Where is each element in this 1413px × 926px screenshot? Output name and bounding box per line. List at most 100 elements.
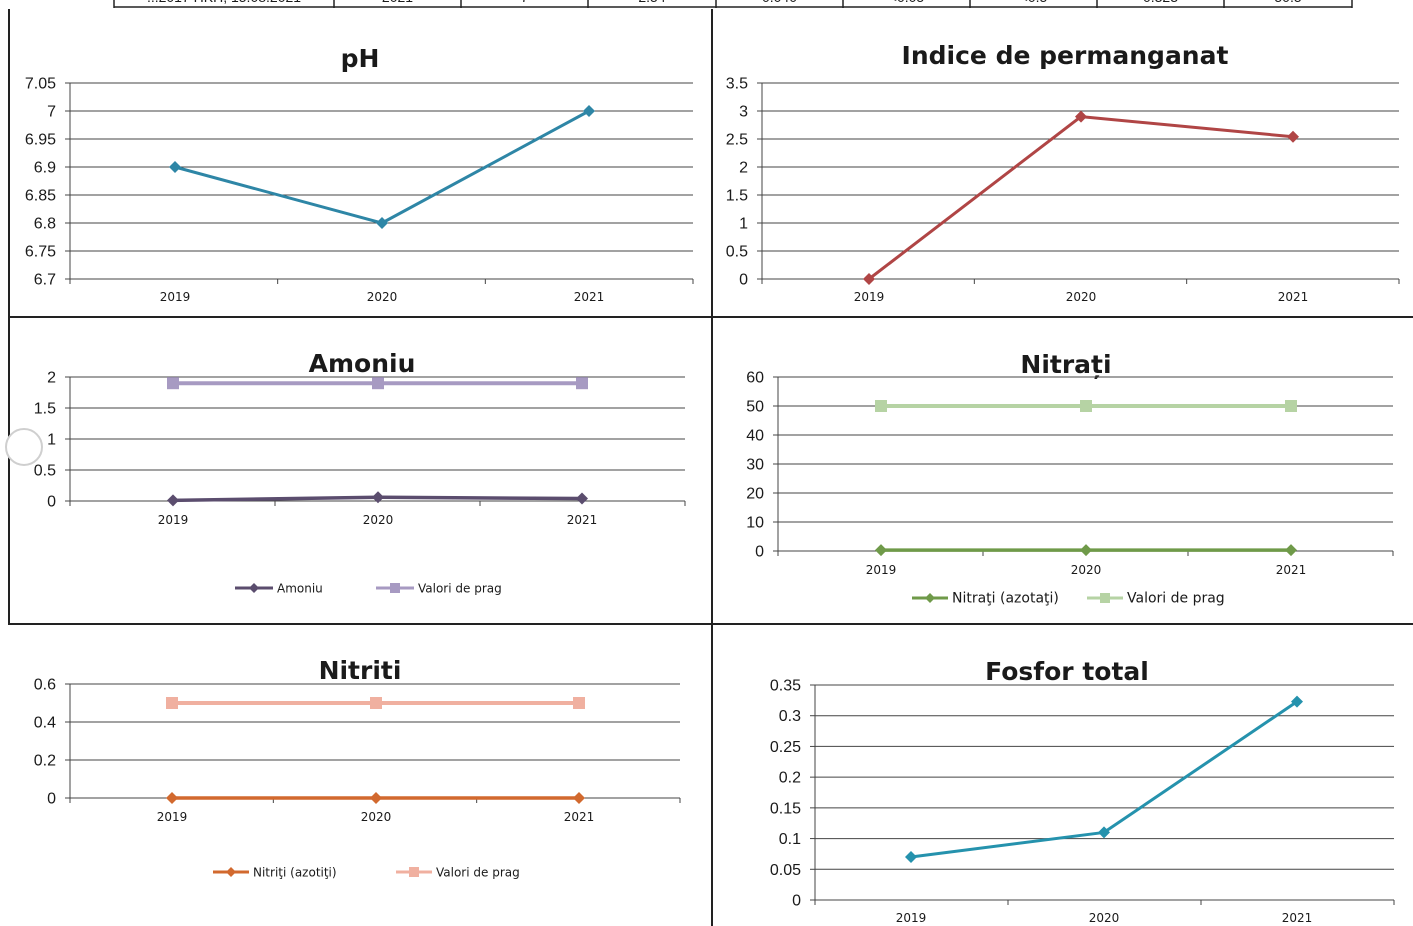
- frame-row2: [8, 623, 1413, 625]
- x-tick-label: 2020: [1066, 290, 1097, 304]
- legend-swatch-marker: [390, 583, 400, 593]
- y-tick-label: 7.05: [25, 76, 56, 93]
- y-tick-label: 1.5: [726, 188, 748, 205]
- data-point: [1287, 130, 1299, 143]
- chart-amoniu: Amoniu 2 1.5 1 0.5 0 2019 2020 2021 Amoniu Valori …: [0, 317, 710, 623]
- x-tick-label: 2019: [160, 290, 191, 304]
- y-tick-label: 0.05: [770, 862, 801, 879]
- legend-label: Nitraţi (azotaţi): [952, 591, 1059, 607]
- y-tick-label: 6.9: [34, 160, 56, 177]
- data-point: [573, 792, 585, 804]
- y-tick-label: 6.75: [25, 244, 56, 261]
- y-tick-label: 10: [746, 515, 764, 532]
- data-point: [863, 273, 875, 285]
- data-point: [875, 400, 887, 412]
- data-point: [1291, 695, 1303, 708]
- y-tick-label: 0: [47, 791, 56, 808]
- chart-title: Nitrați: [1020, 350, 1111, 379]
- x-tick-label: 2020: [363, 513, 394, 527]
- chart-nitriti: Nitriti 0.6 0.4 0.2 0 2019 2020 2021 Nitriţi (az…: [0, 624, 710, 926]
- data-point: [1285, 400, 1297, 412]
- data-point: [167, 377, 179, 390]
- table-cell-text: 0.323: [1143, 0, 1178, 5]
- x-tick-label: 2020: [367, 290, 398, 304]
- y-tick-label: 20: [746, 486, 764, 503]
- y-tick-label: 0.4: [34, 715, 56, 732]
- legend-label: Valori de prag: [1127, 591, 1225, 607]
- data-point: [372, 377, 384, 390]
- x-tick-label: 2021: [1276, 563, 1307, 577]
- chart-permanganat: Indice de permanganat 3.5 3 2.5 2 1.5 1 0.5 0 201…: [712, 0, 1412, 316]
- chart-fosfor: Fosfor total 0.35 0.3 0.25 0.2 0.15 0.1 0.05 0 20…: [712, 624, 1412, 926]
- y-tick-label: 40: [746, 428, 764, 445]
- y-tick-label: 0.6: [34, 677, 56, 694]
- data-point: [1080, 544, 1092, 557]
- y-tick-label: 1.5: [34, 401, 56, 418]
- chart-title: Amoniu: [309, 349, 416, 378]
- legend-swatch-marker: [249, 583, 259, 593]
- data-point: [875, 544, 887, 557]
- x-tick-label: 2019: [854, 290, 885, 304]
- x-tick-label: 2020: [361, 810, 392, 824]
- chart-nitrati: Nitrați 60 50 40 30 20 10 0 2019 2020 2021 Nitraţi …: [712, 317, 1412, 623]
- table-cell-text: 0.040: [762, 0, 797, 5]
- x-tick-label: 2019: [158, 513, 189, 527]
- table-cell-text: 7: [521, 0, 529, 5]
- y-tick-label: 2: [739, 160, 748, 177]
- data-point: [573, 697, 585, 709]
- data-point: [576, 492, 588, 505]
- x-tick-label: 2021: [1282, 911, 1313, 925]
- y-tick-label: 1: [739, 216, 748, 233]
- y-tick-label: 2.5: [726, 132, 748, 149]
- legend-label: Nitriţi (azotiţi): [253, 866, 337, 880]
- legend-label: Valori de prag: [436, 866, 520, 880]
- y-tick-label: 0.5: [34, 463, 56, 480]
- legend-label: Valori de prag: [418, 582, 502, 596]
- y-tick-label: 6.95: [25, 132, 56, 149]
- data-point: [576, 377, 588, 390]
- y-tick-label: 0.25: [770, 739, 801, 756]
- scan-hole-icon: [5, 428, 43, 466]
- y-tick-label: 0: [755, 544, 764, 561]
- y-tick-label: 3: [739, 104, 748, 121]
- y-tick-label: 6.85: [25, 188, 56, 205]
- y-tick-label: 0: [792, 893, 801, 910]
- x-tick-label: 2020: [1089, 911, 1120, 925]
- data-point: [1098, 826, 1110, 839]
- data-point: [166, 697, 178, 709]
- data-point: [905, 851, 917, 863]
- data-point: [372, 491, 384, 504]
- legend-swatch-marker: [925, 593, 935, 603]
- x-tick-label: 2019: [896, 911, 927, 925]
- frame-row1: [8, 316, 1413, 318]
- frame-mid: [711, 9, 713, 926]
- x-tick-label: 2019: [866, 563, 897, 577]
- y-tick-label: 60: [746, 370, 764, 387]
- y-tick-label: 2: [47, 370, 56, 387]
- chart-title: Nitriti: [319, 656, 402, 685]
- legend-label: Amoniu: [277, 582, 323, 596]
- x-tick-label: 2020: [1071, 563, 1102, 577]
- y-tick-label: 6.8: [34, 216, 56, 233]
- x-tick-label: 2021: [564, 810, 595, 824]
- table-cell-text: 2.54: [638, 0, 665, 5]
- y-tick-label: 0.15: [770, 800, 801, 817]
- table-cell-text: 2021: [382, 0, 413, 5]
- data-point: [583, 105, 595, 117]
- legend-swatch-marker: [1100, 593, 1110, 603]
- y-tick-label: 0.2: [34, 753, 56, 770]
- data-point: [167, 494, 179, 507]
- chart-title: Indice de permanganat: [902, 41, 1229, 70]
- data-point: [370, 792, 382, 804]
- y-tick-label: 1: [47, 432, 56, 449]
- legend-swatch-marker: [226, 867, 236, 877]
- data-point: [1285, 544, 1297, 557]
- x-tick-label: 2021: [574, 290, 605, 304]
- y-tick-label: 0.5: [726, 244, 748, 261]
- table-cell-text: <0.5: [1020, 0, 1048, 5]
- y-tick-label: 0: [739, 272, 748, 289]
- y-tick-label: 0.35: [770, 678, 801, 695]
- data-point: [1080, 400, 1092, 412]
- y-tick-label: 30: [746, 457, 764, 474]
- chart-ph: pH 7.05 7 6.95 6.9 6.85 6.8 6.75 6.7 2019 2020 2021: [0, 0, 710, 316]
